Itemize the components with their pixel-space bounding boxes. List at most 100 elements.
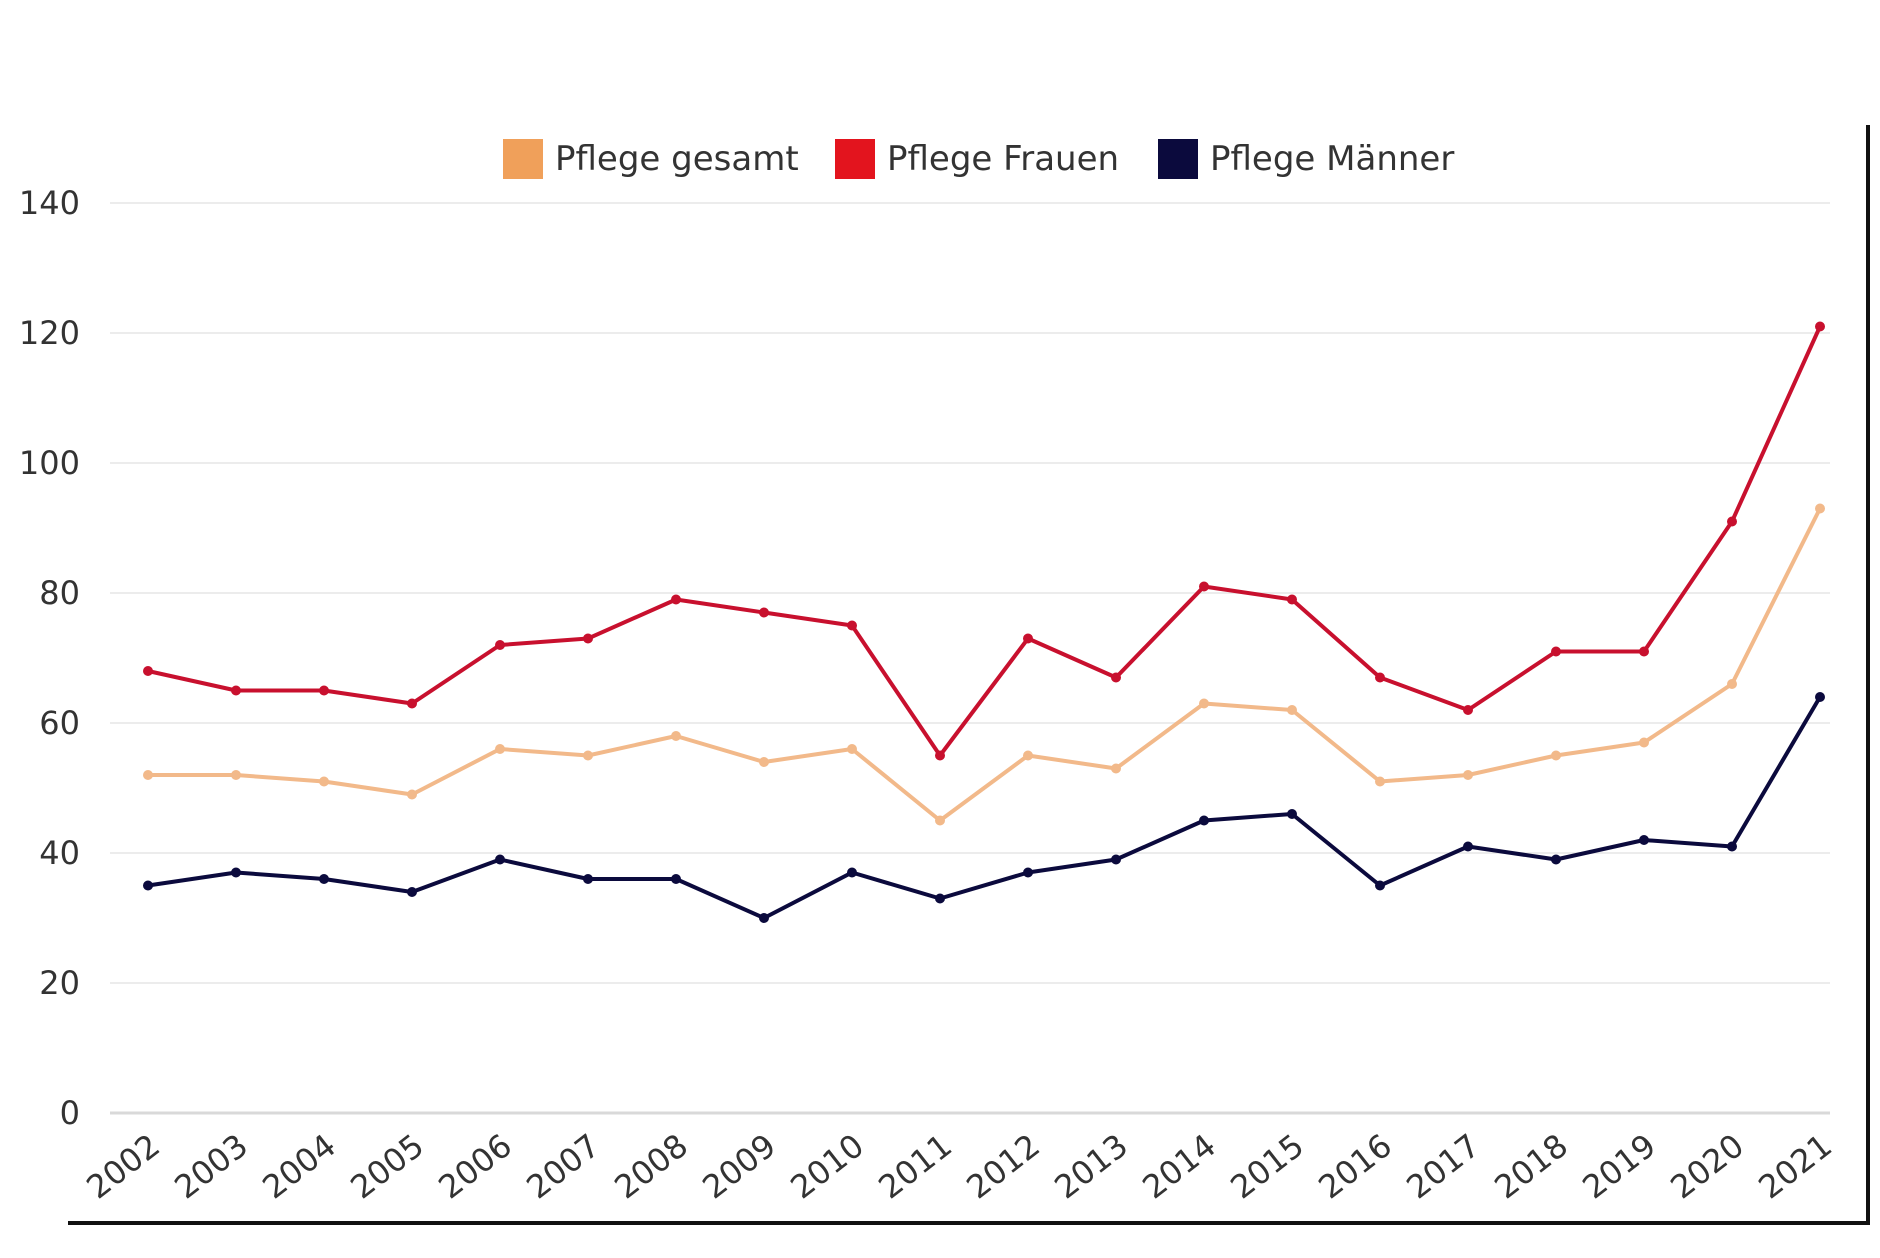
data-point [759, 757, 769, 767]
x-tick-label: 2010 [783, 1126, 871, 1206]
x-tick-label: 2017 [1399, 1126, 1487, 1206]
x-tick-label: 2009 [695, 1126, 783, 1206]
data-point [1815, 692, 1825, 702]
data-point [143, 770, 153, 780]
data-point [1111, 672, 1121, 683]
y-tick-label: 140 [19, 184, 80, 222]
y-axis: 0 20 40 60 80 100 120 140 [19, 184, 80, 1132]
legend-swatch [1158, 139, 1198, 179]
data-point [1815, 503, 1825, 514]
data-point [1199, 698, 1209, 709]
y-tick-label: 60 [39, 704, 80, 742]
legend-label: Pflege Männer [1210, 139, 1454, 179]
data-point [319, 874, 329, 884]
data-point [495, 744, 505, 754]
x-tick-label: 2016 [1311, 1126, 1399, 1206]
gridlines [110, 202, 1830, 1115]
data-point [1639, 737, 1649, 748]
data-point [1023, 633, 1033, 644]
data-point [1639, 646, 1649, 657]
y-tick-label: 20 [39, 964, 80, 1002]
data-point [1463, 841, 1473, 852]
x-tick-label: 2011 [871, 1126, 959, 1206]
data-point [583, 750, 593, 761]
data-point [1551, 646, 1561, 657]
data-point [319, 776, 329, 787]
data-point [407, 789, 417, 800]
data-point [1111, 854, 1121, 865]
data-point [759, 913, 769, 923]
data-point [1287, 594, 1297, 605]
data-point [759, 607, 769, 618]
data-point [1463, 705, 1473, 715]
y-tick-label: 120 [19, 314, 80, 352]
x-tick-label: 2002 [79, 1126, 167, 1206]
y-tick-label: 100 [19, 444, 80, 482]
data-point [1023, 867, 1033, 878]
data-point [1287, 705, 1297, 715]
legend-label: Pflege Frauen [887, 139, 1119, 179]
legend-label: Pflege gesamt [555, 139, 799, 179]
series-line-1 [146, 506, 1822, 823]
data-point [1287, 809, 1297, 819]
data-point [1727, 516, 1737, 527]
data-point [1463, 770, 1473, 780]
x-tick-label: 2019 [1575, 1126, 1663, 1206]
x-tick-label: 2015 [1223, 1126, 1311, 1206]
data-point [1023, 750, 1033, 761]
x-tick-label: 2008 [607, 1126, 695, 1206]
x-tick-label: 2006 [431, 1126, 519, 1206]
data-point [1199, 815, 1209, 826]
legend-swatch [503, 139, 543, 179]
data-point [1727, 841, 1737, 852]
data-point [583, 633, 593, 644]
x-tick-label: 2018 [1487, 1126, 1575, 1206]
legend: Pflege gesamt Pflege Frauen Pflege Männer [503, 139, 1454, 179]
y-tick-label: 0 [60, 1094, 80, 1132]
data-point [583, 874, 593, 884]
data-point [407, 887, 417, 897]
x-tick-label: 2014 [1135, 1126, 1223, 1206]
data-point [1375, 880, 1385, 891]
y-tick-label: 80 [39, 574, 80, 612]
x-tick-label: 2004 [255, 1126, 343, 1206]
data-point [671, 594, 681, 605]
data-point [407, 698, 417, 709]
x-axis: 2002 2003 2004 2005 2006 2007 2008 2009 2010 2011… [79, 1126, 1839, 1206]
data-point [935, 815, 945, 826]
data-point [847, 620, 857, 631]
data-point [671, 731, 681, 741]
data-point [231, 867, 241, 878]
data-point [495, 640, 505, 650]
series-line-3 [146, 695, 1822, 920]
x-tick-label: 2007 [519, 1126, 607, 1206]
data-point [1727, 679, 1737, 689]
data-point [495, 854, 505, 865]
data-point [1815, 321, 1825, 332]
data-point [935, 750, 945, 761]
data-point [1551, 854, 1561, 865]
data-point [1375, 672, 1385, 683]
y-tick-label: 40 [39, 834, 80, 872]
x-tick-label: 2020 [1663, 1126, 1751, 1206]
data-point [1375, 776, 1385, 787]
x-tick-label: 2013 [1047, 1126, 1135, 1206]
data-point [1199, 581, 1209, 592]
x-tick-label: 2003 [167, 1126, 255, 1206]
x-tick-label: 2012 [959, 1126, 1047, 1206]
data-point [319, 685, 329, 696]
data-point [231, 770, 241, 780]
data-point [143, 666, 153, 676]
data-point [847, 867, 857, 878]
x-tick-label: 2021 [1751, 1126, 1839, 1206]
series-line-2 [146, 324, 1822, 758]
x-tick-label: 2005 [343, 1126, 431, 1206]
legend-swatch [835, 139, 875, 179]
series-lines [143, 321, 1825, 923]
data-point [143, 880, 153, 891]
data-point [231, 685, 241, 696]
data-point [847, 744, 857, 754]
data-point [1111, 763, 1121, 774]
